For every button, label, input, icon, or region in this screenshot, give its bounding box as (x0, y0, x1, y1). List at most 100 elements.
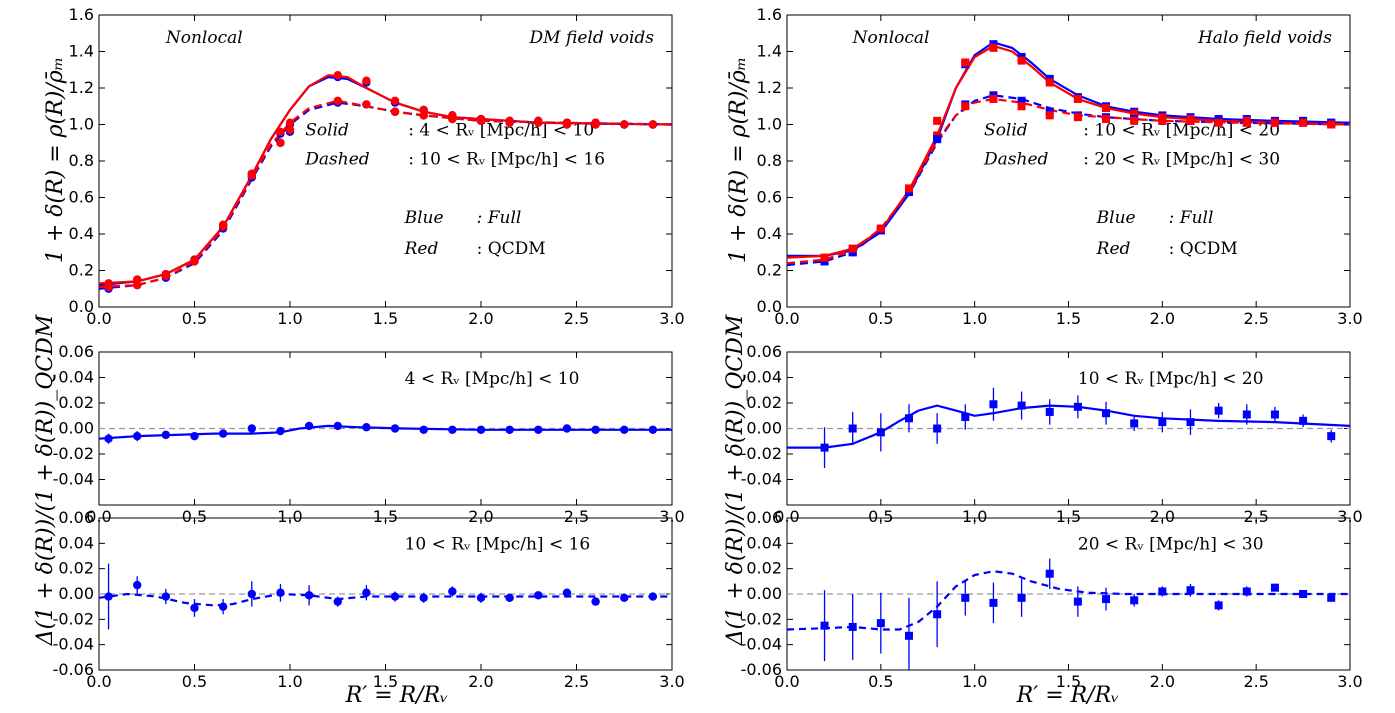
y-tick-label: 1.0 (69, 115, 94, 134)
ratio-curve (98, 592, 672, 607)
y-tick-label: 1.0 (757, 115, 782, 134)
y-tick-label: 0.04 (746, 368, 782, 387)
x-tick-label: 2.5 (564, 672, 589, 691)
y-tick-label: -0.04 (53, 470, 94, 489)
data-point (961, 593, 970, 602)
panel-bottom-left: 0.0 0.5 1.0 1.5 2.0 2.5 3.0 0.06 0.04 0.02 0.00 -0.… (53, 508, 685, 691)
legend-red-value: : QCDM (1169, 239, 1238, 259)
data-point (218, 602, 228, 611)
x-tick-label: 2.0 (468, 309, 493, 328)
y-tick-label: -0.02 (53, 609, 94, 628)
data-point (1242, 410, 1251, 419)
data-point (247, 589, 256, 599)
data-point (1299, 590, 1308, 598)
data-point (1130, 419, 1139, 428)
x-tick-label: 0.5 (182, 309, 207, 328)
data-point (961, 102, 970, 111)
data-point (161, 592, 171, 601)
data-point (904, 184, 913, 193)
legend-solid-range: : 4 < Rᵥ [Mpc/h] < 10 (408, 120, 594, 140)
ratio-curve (787, 404, 1351, 449)
data-point (848, 244, 857, 253)
x-tick-label: 0.5 (868, 507, 893, 526)
data-point (1073, 113, 1082, 122)
data-point (591, 120, 600, 129)
y-tick-label: 0.4 (69, 224, 94, 243)
y-tick-label: 0.02 (58, 559, 94, 578)
panel-top-right: 0.0 0.5 1.0 1.5 2.0 2.5 3.0 0.0 0.2 0.4 0.6 0.8 1.0 1… (757, 5, 1363, 328)
legend-red-value: : QCDM (477, 239, 546, 259)
data-point (362, 100, 371, 109)
data-point (190, 431, 199, 441)
data-point (276, 127, 285, 136)
data-point (161, 271, 171, 281)
legend-dashed-label: Dashed (304, 150, 369, 170)
y-tick-label: -0.02 (53, 444, 94, 463)
y-tick-label: 0.6 (757, 188, 782, 207)
data-point (591, 597, 600, 606)
x-tick-label: 2.5 (564, 507, 589, 526)
data-point (448, 587, 457, 596)
x-tick-label: 0.0 (86, 672, 111, 691)
data-point (285, 118, 295, 127)
data-point (362, 76, 371, 85)
y-tick-label: 1.4 (757, 42, 782, 61)
data-point (989, 598, 998, 607)
data-point (505, 425, 514, 434)
x-tick-label: 1.0 (277, 309, 302, 328)
data-point (419, 425, 428, 434)
y-tick-label: 0.04 (58, 368, 94, 387)
data-point (562, 120, 572, 129)
y-tick-label: 1.6 (69, 5, 94, 24)
x-tick-label: 2.0 (468, 672, 493, 691)
x-axis-label-left: R′ = R/Rᵥ (345, 683, 449, 708)
x-tick-label: 0.0 (86, 507, 111, 526)
data-point (1270, 118, 1279, 127)
data-point (820, 253, 829, 262)
panel-title-left: Nonlocal (852, 28, 930, 48)
data-point (304, 421, 314, 431)
legend-solid-range: : 10 < Rᵥ [Mpc/h] < 20 (1083, 120, 1280, 140)
data-point (104, 282, 113, 292)
y-tick-label: 0.06 (58, 342, 94, 361)
legend-blue-label: Blue (1096, 208, 1136, 228)
data-point (390, 424, 400, 433)
data-point (390, 96, 400, 105)
legend-blue-value: : Full (477, 208, 522, 228)
y-tick-label: 0.02 (746, 393, 782, 412)
data-point (276, 426, 285, 436)
data-point (1017, 96, 1026, 105)
data-point (1299, 118, 1308, 127)
data-point (285, 125, 295, 135)
data-point (419, 593, 428, 602)
data-point (362, 588, 371, 597)
x-tick-label: 1.0 (277, 507, 302, 526)
data-point (933, 135, 942, 144)
y-tick-label: 0.04 (58, 533, 94, 552)
data-point (505, 593, 514, 602)
y-tick-label: 0.00 (58, 419, 94, 438)
x-tick-label: 1.5 (373, 507, 398, 526)
y-tick-label: 1.2 (69, 78, 94, 97)
data-point (1186, 116, 1195, 125)
panel-title-right: Halo field voids (1197, 28, 1332, 48)
data-point (1045, 407, 1054, 416)
data-point (648, 120, 658, 129)
data-point (448, 114, 457, 124)
y-tick-label: 0.06 (746, 342, 782, 361)
y-tick-label: 0.06 (58, 508, 94, 527)
data-point (961, 413, 970, 422)
data-point (904, 631, 913, 640)
data-point (848, 622, 857, 631)
y-tick-label: 0.2 (69, 261, 94, 280)
panel-range-label: 10 < Rᵥ [Mpc/h] < 16 (405, 535, 591, 555)
data-point (1073, 402, 1082, 411)
panel-title-left: Nonlocal (165, 28, 243, 48)
data-point (989, 400, 998, 409)
x-tick-label: 0.5 (868, 672, 893, 691)
x-tick-label: 1.0 (962, 507, 987, 526)
x-tick-label: 0.0 (86, 309, 111, 328)
legend-solid-label: Solid (984, 120, 1028, 140)
data-point (333, 597, 342, 606)
